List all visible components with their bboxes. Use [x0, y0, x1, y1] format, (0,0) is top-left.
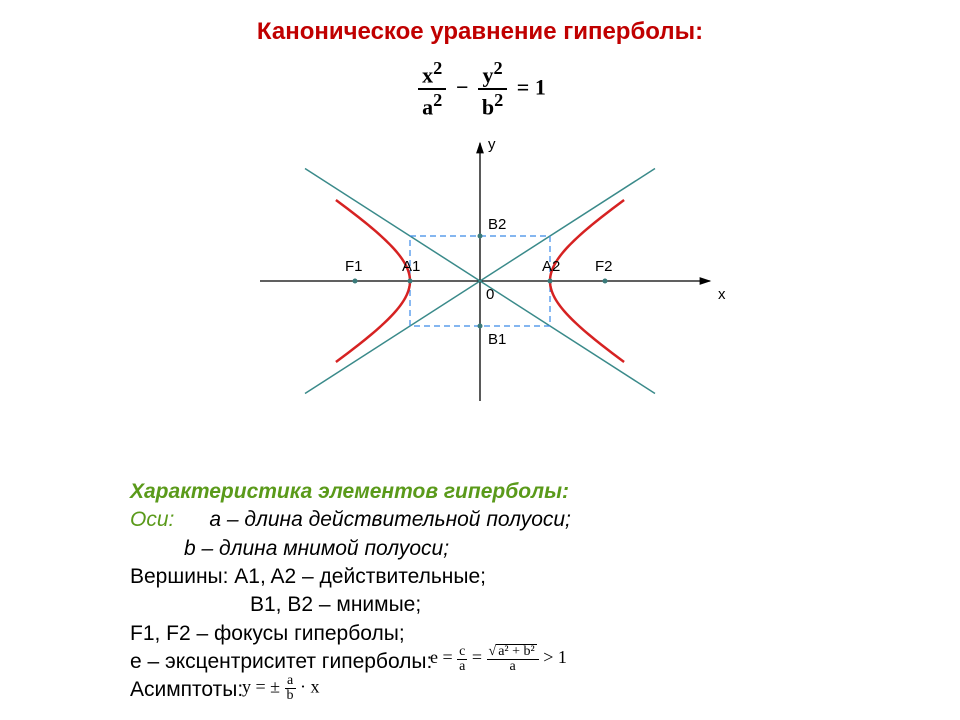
axes-prefix: Оси: — [130, 508, 174, 531]
asym-x: · x — [300, 677, 320, 697]
ecc-a2: a — [487, 660, 539, 674]
svg-text:x: x — [718, 286, 726, 303]
ecc-formula: e = c a = √a² + b² a > 1 — [430, 644, 567, 674]
axes-a: a – длина действительной полуоси; — [209, 508, 571, 531]
eq-b: b — [482, 95, 494, 120]
asym-formula: y = ± a b · x — [242, 674, 320, 703]
svg-text:A2: A2 — [542, 258, 560, 275]
char-heading: Характеристика элементов гиперболы: — [130, 478, 571, 506]
eq-x: x — [422, 62, 433, 87]
asym-y: y = — [242, 677, 266, 697]
hyperbola-diagram: xy0F1A1A2F2B1B2 — [230, 131, 730, 411]
asym-a: a — [285, 674, 296, 689]
eq-rhs: 1 — [535, 74, 546, 99]
svg-text:y: y — [488, 136, 496, 153]
asym-text: Асимптоты: — [130, 678, 243, 701]
svg-text:B2: B2 — [488, 216, 506, 233]
ecc-a1: a — [457, 660, 467, 674]
ecc-c: c — [457, 645, 467, 660]
line-asymptotes: Асимптоты: y = ± a b · x — [130, 676, 571, 704]
eq-a: a — [422, 95, 433, 120]
line-axes-a: Оси: a – длина действительной полуоси; — [130, 506, 571, 534]
line-vertices-1: Вершины: A1, A2 – действительные; — [130, 563, 571, 591]
ecc-sqrt: a² + b² — [496, 644, 537, 659]
eq-y: y — [483, 62, 494, 87]
characteristics-block: Характеристика элементов гиперболы: Оси:… — [130, 478, 571, 705]
page-title: Каноническое уравнение гиперболы: — [0, 0, 960, 46]
svg-text:B1: B1 — [488, 331, 506, 348]
svg-text:F1: F1 — [345, 258, 363, 275]
line-eccentricity: e – эксцентриситет гиперболы: e = c a = … — [130, 648, 571, 676]
svg-text:A1: A1 — [402, 258, 420, 275]
asym-b: b — [285, 689, 296, 703]
asym-pm: ± — [270, 677, 280, 697]
ecc-gt: > 1 — [543, 647, 567, 667]
line-vertices-2: B1, B2 – мнимые; — [130, 591, 571, 619]
svg-text:F2: F2 — [595, 258, 613, 275]
ecc-text: e – эксцентриситет гиперболы: — [130, 650, 432, 673]
line-axes-b: b – длина мнимой полуоси; — [130, 535, 571, 563]
canonical-equation: x2 a2 − y2 b2 = 1 — [0, 58, 960, 121]
